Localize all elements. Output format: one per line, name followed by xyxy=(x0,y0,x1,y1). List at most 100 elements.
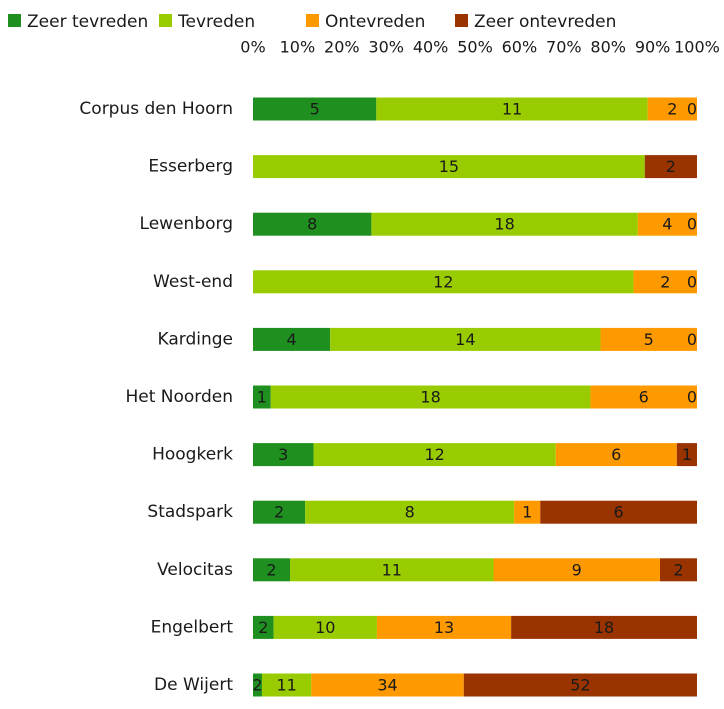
bar-segment xyxy=(644,155,697,179)
data-label: 2 xyxy=(266,560,276,579)
data-label: 2 xyxy=(660,272,670,291)
data-label: 0 xyxy=(687,215,697,234)
legend-swatch xyxy=(8,14,21,27)
data-label: 12 xyxy=(433,272,453,291)
bar-segment xyxy=(511,615,697,639)
legend-label: Zeer ontevreden xyxy=(474,12,616,32)
data-label: 1 xyxy=(682,445,692,464)
bar-segment xyxy=(376,615,512,639)
data-label: 2 xyxy=(673,560,683,579)
bar-segment xyxy=(273,615,377,639)
bar-segment xyxy=(463,673,697,697)
data-label: 0 xyxy=(687,100,697,119)
data-label: 5 xyxy=(310,100,320,119)
data-label: 1 xyxy=(522,503,532,522)
bar-segment xyxy=(371,212,638,236)
category-label: Corpus den Hoorn xyxy=(79,99,233,119)
data-label: 0 xyxy=(687,272,697,291)
category-label: De Wijert xyxy=(154,675,233,695)
data-label: 0 xyxy=(687,330,697,349)
bar-segment xyxy=(253,615,274,639)
bar-segment xyxy=(633,270,697,294)
data-label: 5 xyxy=(644,330,654,349)
data-label: 6 xyxy=(639,388,649,407)
legend-swatch xyxy=(306,14,319,27)
bar-segment xyxy=(253,500,306,524)
data-label: 10 xyxy=(315,618,335,637)
bar-segment xyxy=(676,443,697,467)
legend-label: Zeer tevreden xyxy=(27,12,148,32)
x-tick-label: 90% xyxy=(635,38,671,57)
bar-segment xyxy=(647,97,697,121)
bar-segment xyxy=(253,443,314,467)
category-label: Engelbert xyxy=(151,617,234,637)
bar-segment xyxy=(253,385,271,409)
data-label: 1 xyxy=(257,388,267,407)
bar-segment xyxy=(270,385,591,409)
data-label: 8 xyxy=(405,503,415,522)
category-label: Velocitas xyxy=(157,560,233,580)
legend-swatch xyxy=(455,14,468,27)
data-label: 18 xyxy=(420,388,440,407)
data-label: 2 xyxy=(274,503,284,522)
x-tick-label: 20% xyxy=(324,38,360,57)
bar-segment xyxy=(330,327,601,351)
data-label: 6 xyxy=(611,445,621,464)
x-tick-label: 0% xyxy=(240,38,265,57)
bar-segment xyxy=(313,443,556,467)
data-label: 15 xyxy=(439,157,459,176)
bar-segment xyxy=(493,558,660,582)
data-label: 2 xyxy=(258,618,268,637)
data-label: 2 xyxy=(667,100,677,119)
legend-swatch xyxy=(159,14,172,27)
category-label: Het Noorden xyxy=(125,387,233,407)
data-label: 4 xyxy=(662,215,672,234)
data-label: 11 xyxy=(382,560,402,579)
bar-segment xyxy=(637,212,697,236)
bar-segment xyxy=(253,673,262,697)
x-tick-label: 70% xyxy=(546,38,582,57)
category-label: West-end xyxy=(153,272,233,292)
data-label: 12 xyxy=(424,445,444,464)
data-label: 11 xyxy=(276,676,296,695)
bar-segment xyxy=(253,558,290,582)
category-label: Hoogkerk xyxy=(152,445,233,465)
x-tick-label: 80% xyxy=(590,38,626,57)
data-label: 18 xyxy=(594,618,614,637)
data-label: 0 xyxy=(687,388,697,407)
bar-segment xyxy=(376,97,648,121)
bar-segment xyxy=(590,385,697,409)
data-label: 2 xyxy=(666,157,676,176)
x-tick-label: 60% xyxy=(502,38,538,57)
data-label: 52 xyxy=(570,676,590,695)
category-label: Stadspark xyxy=(147,502,233,522)
data-label: 18 xyxy=(494,215,514,234)
bar-segment xyxy=(261,673,312,697)
x-tick-label: 100% xyxy=(674,38,720,57)
x-tick-label: 10% xyxy=(280,38,316,57)
bar-segment xyxy=(305,500,515,524)
bar-segment xyxy=(660,558,697,582)
bar-segment xyxy=(253,97,377,121)
bar-segment xyxy=(311,673,464,697)
bar-segment xyxy=(290,558,494,582)
data-label: 3 xyxy=(278,445,288,464)
data-label: 8 xyxy=(307,215,317,234)
x-tick-label: 50% xyxy=(457,38,493,57)
data-label: 9 xyxy=(572,560,582,579)
data-label: 14 xyxy=(455,330,475,349)
bar-segment xyxy=(540,500,697,524)
bar-segment xyxy=(253,155,645,179)
bar-segment xyxy=(600,327,697,351)
legend-label: Tevreden xyxy=(177,12,255,32)
bar-segment xyxy=(253,327,331,351)
category-label: Kardinge xyxy=(158,329,234,349)
bar-segment xyxy=(253,270,634,294)
x-tick-label: 30% xyxy=(368,38,404,57)
data-label: 4 xyxy=(287,330,297,349)
bar-segment xyxy=(514,500,541,524)
data-label: 2 xyxy=(252,676,262,695)
bar-segment xyxy=(253,212,372,236)
legend-label: Ontevreden xyxy=(325,12,425,32)
data-label: 34 xyxy=(377,676,397,695)
